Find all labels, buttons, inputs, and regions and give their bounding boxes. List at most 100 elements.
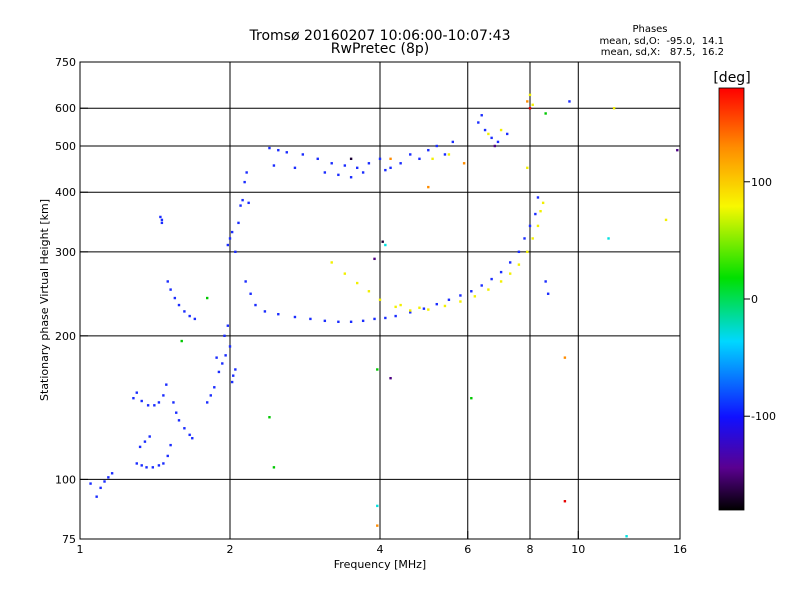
data-point-0-66: [254, 303, 257, 307]
data-point-0-32: [138, 445, 142, 449]
data-point-0-110: [451, 140, 455, 144]
data-point-5-0: [376, 504, 379, 508]
colorbar-ticks: 100 0 -100: [744, 176, 776, 423]
data-point-0-38: [183, 427, 186, 430]
data-point-0-36: [175, 411, 178, 414]
data-point-0-57: [234, 250, 237, 254]
colorbar-tick-label: 0: [751, 293, 758, 306]
data-point-0-119: [480, 114, 483, 117]
y-tick-label: 200: [55, 330, 76, 343]
data-point-1-24: [499, 128, 503, 132]
data-point-0-78: [409, 311, 412, 314]
data-point-0-76: [384, 316, 387, 320]
x-tick-label: 10: [571, 543, 585, 556]
x-tick-label: 8: [527, 543, 534, 556]
data-point-0-40: [191, 437, 194, 440]
data-point-1-2: [355, 281, 359, 285]
data-point-0-108: [435, 144, 438, 148]
data-point-0-56: [230, 230, 234, 234]
data-point-0-109: [443, 153, 447, 156]
data-point-1-28: [431, 157, 434, 161]
data-point-0-102: [378, 157, 382, 161]
data-point-0-100: [355, 166, 359, 170]
data-point-1-18: [539, 209, 542, 213]
data-point-0-81: [447, 298, 451, 301]
data-point-0-11: [95, 495, 98, 498]
data-point-1-21: [528, 93, 532, 97]
data-point-1-13: [508, 272, 512, 275]
data-point-0-73: [349, 320, 353, 323]
data-point-0-123: [505, 132, 509, 136]
data-point-0-101: [367, 162, 371, 165]
data-point-0-112: [293, 166, 297, 170]
data-point-5-3: [625, 535, 628, 538]
data-point-0-68: [277, 312, 280, 316]
data-point-0-91: [534, 212, 537, 216]
data-point-0-69: [293, 315, 297, 319]
data-point-0-27: [146, 404, 150, 407]
y-tick-label: 100: [55, 473, 76, 486]
data-point-2-0: [376, 524, 379, 527]
data-point-1-0: [330, 261, 333, 264]
data-point-1-29: [399, 303, 402, 307]
data-point-1-20: [526, 166, 529, 170]
data-point-0-113: [323, 171, 327, 174]
data-point-2-3: [526, 100, 529, 103]
data-point-1-16: [531, 237, 534, 240]
data-point-0-42: [209, 394, 212, 397]
data-point-0-61: [243, 180, 246, 184]
data-point-0-85: [490, 277, 493, 281]
data-point-0-104: [399, 162, 402, 165]
x-tick-label: 1: [77, 543, 84, 556]
data-point-0-71: [323, 319, 327, 323]
data-point-0-121: [490, 136, 493, 140]
data-point-0-82: [459, 294, 462, 297]
data-point-0-53: [232, 374, 235, 377]
data-point-0-22: [166, 454, 169, 458]
data-point-1-4: [378, 298, 382, 301]
y-axis-label: Stationary phase Virtual Height [km]: [38, 199, 51, 401]
data-point-1-9: [459, 300, 462, 303]
data-point-0-16: [135, 462, 138, 465]
axis-ticks: 1 2 4 6 8 10 16 75 100 200 300 400 500 600 750: [55, 56, 687, 556]
data-point-0-33: [143, 440, 147, 443]
data-point-0-39: [188, 433, 191, 437]
data-point-1-6: [409, 309, 412, 312]
data-point-0-87: [508, 261, 512, 264]
data-point-0-95: [285, 151, 288, 154]
data-point-0-12: [99, 486, 102, 490]
data-point-6-1: [373, 257, 376, 261]
grid-lines: [80, 62, 680, 539]
data-point-0-54: [226, 243, 230, 247]
data-point-0-25: [135, 391, 138, 394]
y-tick-label: 500: [55, 140, 76, 153]
data-point-0-124: [568, 100, 571, 103]
data-point-1-10: [473, 295, 477, 298]
data-point-6-3: [493, 144, 497, 148]
data-point-0-30: [162, 394, 165, 397]
data-point-0-74: [361, 319, 365, 323]
data-point-0-47: [228, 345, 232, 348]
data-point-0-65: [249, 292, 252, 295]
data-point-0-111: [272, 164, 276, 167]
data-point-1-22: [531, 103, 534, 107]
y-tick-label: 75: [62, 533, 76, 546]
data-point-4-2: [376, 368, 379, 371]
data-point-0-79: [422, 307, 426, 310]
data-point-0-77: [394, 314, 397, 318]
data-point-0-99: [343, 164, 347, 167]
data-point-0-15: [110, 472, 114, 475]
data-point-0-70: [309, 317, 312, 321]
chart-subtitle: RwPretec (8p): [331, 41, 429, 57]
data-point-5-2: [607, 237, 610, 240]
data-point-0-5: [173, 296, 177, 300]
data-point-0-6: [177, 303, 181, 307]
data-point-0-63: [247, 201, 250, 205]
data-point-2-1: [427, 185, 430, 189]
data-point-1-23: [487, 132, 490, 136]
data-point-0-93: [268, 146, 271, 150]
data-point-0-80: [435, 302, 438, 306]
data-point-1-7: [427, 308, 430, 311]
data-point-4-6: [205, 296, 209, 300]
